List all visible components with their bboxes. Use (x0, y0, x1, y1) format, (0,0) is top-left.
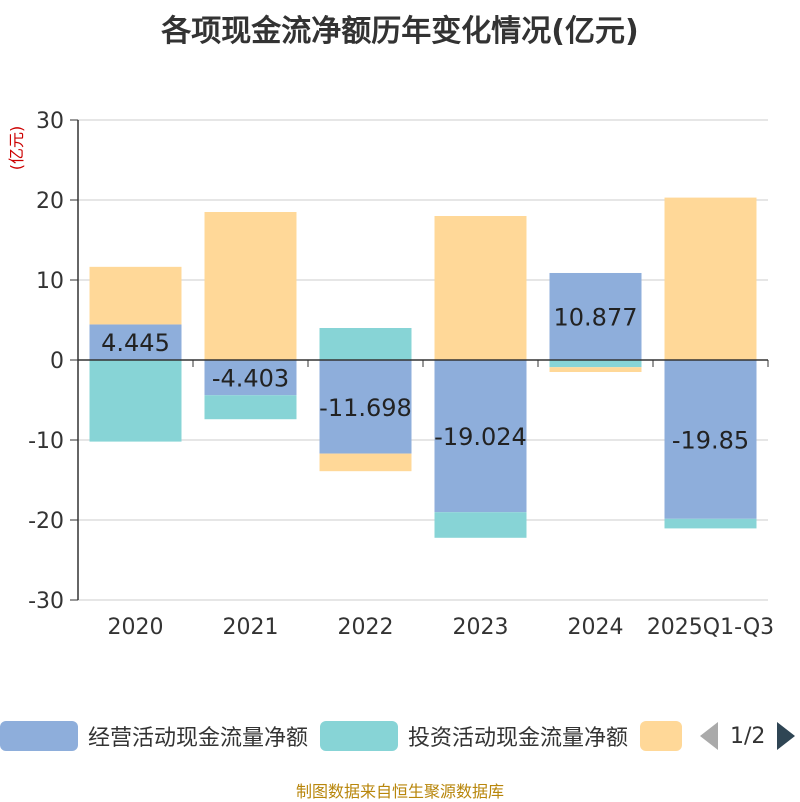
bar-investing (664, 518, 757, 529)
data-source-note: 制图数据来自恒生聚源数据库 (295, 782, 504, 801)
bar-investing (89, 360, 182, 442)
bar-operating (319, 360, 412, 454)
y-tick-label: -20 (28, 509, 64, 534)
y-tick-label: 0 (50, 349, 64, 374)
bar-financing (664, 197, 757, 360)
data-label: -19.024 (434, 423, 527, 451)
y-tick-label: 30 (36, 109, 64, 134)
cash-flow-chart: 30 20 10 0 -10 -20 -30 (亿元) 4.445 -4.403 -11.698 -1… (7, 109, 774, 640)
data-label: -19.85 (672, 426, 749, 454)
chart-title: 各项现金流净额历年变化情况(亿元) (161, 14, 639, 49)
data-label: 4.445 (101, 329, 170, 357)
bar-investing (549, 360, 642, 368)
data-label: -11.698 (319, 394, 412, 422)
legend-swatch-investing (320, 721, 398, 751)
page-indicator: 1/2 (730, 723, 766, 749)
data-label: 10.877 (554, 303, 638, 331)
bar-operating (434, 360, 527, 513)
bar-operating (549, 272, 642, 360)
legend-item-operating[interactable]: 经营活动现金流量净额 (0, 716, 308, 756)
bar-financing (549, 367, 642, 372)
bar-investing (434, 512, 527, 538)
legend-swatch-financing (640, 721, 682, 751)
bar-operating (89, 324, 182, 360)
y-axis-unit-label: (亿元) (7, 126, 26, 171)
x-tick-label: 2023 (453, 615, 509, 640)
x-tick-label: 2021 (223, 615, 279, 640)
legend-pager: 1/2 (700, 716, 796, 756)
bar-financing (319, 453, 412, 472)
legend-label-operating: 经营活动现金流量净额 (88, 726, 309, 751)
y-tick-label: 10 (36, 269, 64, 294)
legend-item-investing[interactable]: 投资活动现金流量净额 (320, 716, 628, 756)
bar-financing (89, 266, 182, 325)
legend-item-financing[interactable] (640, 716, 692, 756)
x-tick-label: 2025Q1-Q3 (647, 615, 774, 640)
bar-financing (434, 216, 527, 360)
previous-page-arrow-icon[interactable] (700, 722, 718, 750)
legend-swatch-operating (0, 721, 78, 751)
legend-label-investing: 投资活动现金流量净额 (408, 726, 629, 751)
data-label: -4.403 (212, 365, 289, 393)
bar-investing (319, 328, 412, 360)
bar-investing (204, 395, 297, 420)
bar-operating (664, 360, 757, 519)
legend: 经营活动现金流量净额 投资活动现金流量净额 (0, 716, 800, 756)
bar-financing (204, 212, 297, 360)
x-tick-label: 2024 (568, 615, 624, 640)
x-tick-label: 2020 (108, 615, 164, 640)
y-tick-label: -10 (28, 429, 64, 454)
x-tick-label: 2022 (338, 615, 394, 640)
y-tick-label: -30 (28, 589, 64, 614)
bar-operating (204, 360, 297, 396)
y-tick-label: 20 (36, 189, 64, 214)
next-page-arrow-icon[interactable] (777, 722, 796, 750)
